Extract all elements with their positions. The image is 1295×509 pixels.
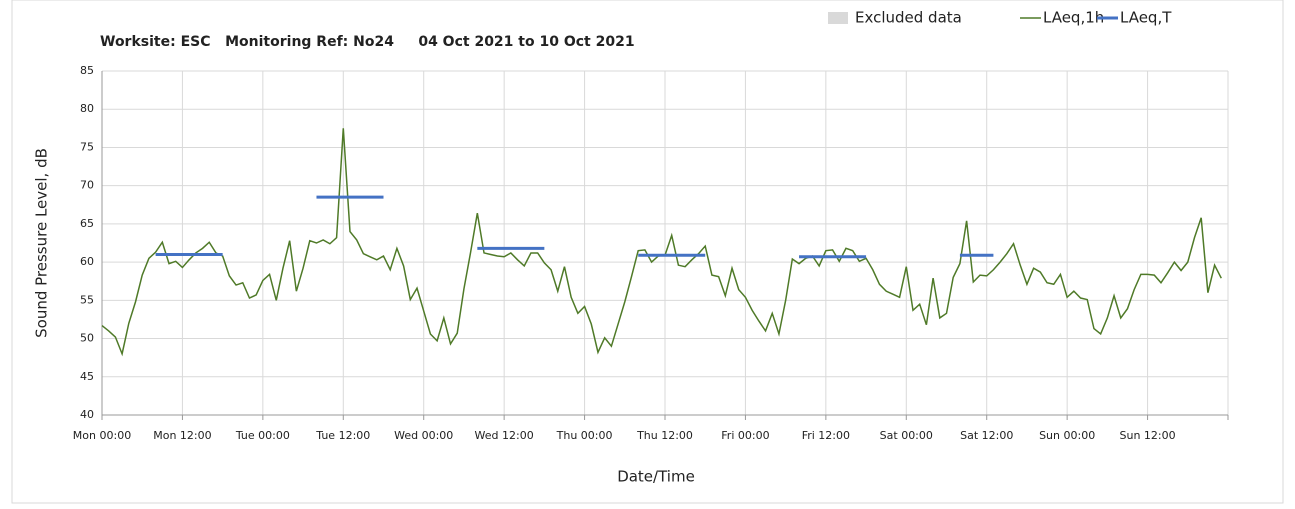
- y-tick-label: 50: [80, 332, 94, 345]
- x-tick-label: Thu 12:00: [636, 429, 693, 442]
- x-tick-label: Sat 00:00: [880, 429, 933, 442]
- x-tick-label: Sat 12:00: [960, 429, 1013, 442]
- x-tick-label: Tue 12:00: [315, 429, 370, 442]
- x-tick-label: Mon 00:00: [73, 429, 131, 442]
- x-tick-label: Wed 12:00: [475, 429, 534, 442]
- y-tick-label: 40: [80, 408, 94, 421]
- x-axis-label: Date/Time: [617, 468, 695, 486]
- y-tick-label: 75: [80, 140, 94, 153]
- legend-label: Excluded data: [855, 9, 962, 27]
- y-tick-label: 70: [80, 179, 94, 192]
- x-tick-label: Thu 00:00: [556, 429, 613, 442]
- y-tick-label: 55: [80, 293, 94, 306]
- y-tick-label: 45: [80, 370, 94, 383]
- chart-title: Worksite: ESC Monitoring Ref: No24 04 Oc…: [100, 34, 635, 50]
- x-tick-label: Sun 00:00: [1039, 429, 1095, 442]
- x-tick-label: Fri 12:00: [802, 429, 850, 442]
- x-tick-label: Wed 00:00: [394, 429, 453, 442]
- chart-frame: [11, 0, 1284, 504]
- y-tick-label: 65: [80, 217, 94, 230]
- x-tick-label: Tue 00:00: [235, 429, 290, 442]
- y-tick-label: 60: [80, 255, 94, 268]
- y-axis-label: Sound Pressure Level, dB: [33, 148, 51, 338]
- legend-swatch: [828, 12, 848, 24]
- y-tick-label: 85: [80, 64, 94, 77]
- x-tick-label: Fri 00:00: [721, 429, 769, 442]
- legend-label: LAeq,1h: [1043, 9, 1104, 27]
- x-tick-label: Mon 12:00: [153, 429, 211, 442]
- x-tick-label: Sun 12:00: [1120, 429, 1176, 442]
- legend-label: LAeq,T: [1120, 9, 1172, 27]
- y-tick-label: 80: [80, 102, 94, 115]
